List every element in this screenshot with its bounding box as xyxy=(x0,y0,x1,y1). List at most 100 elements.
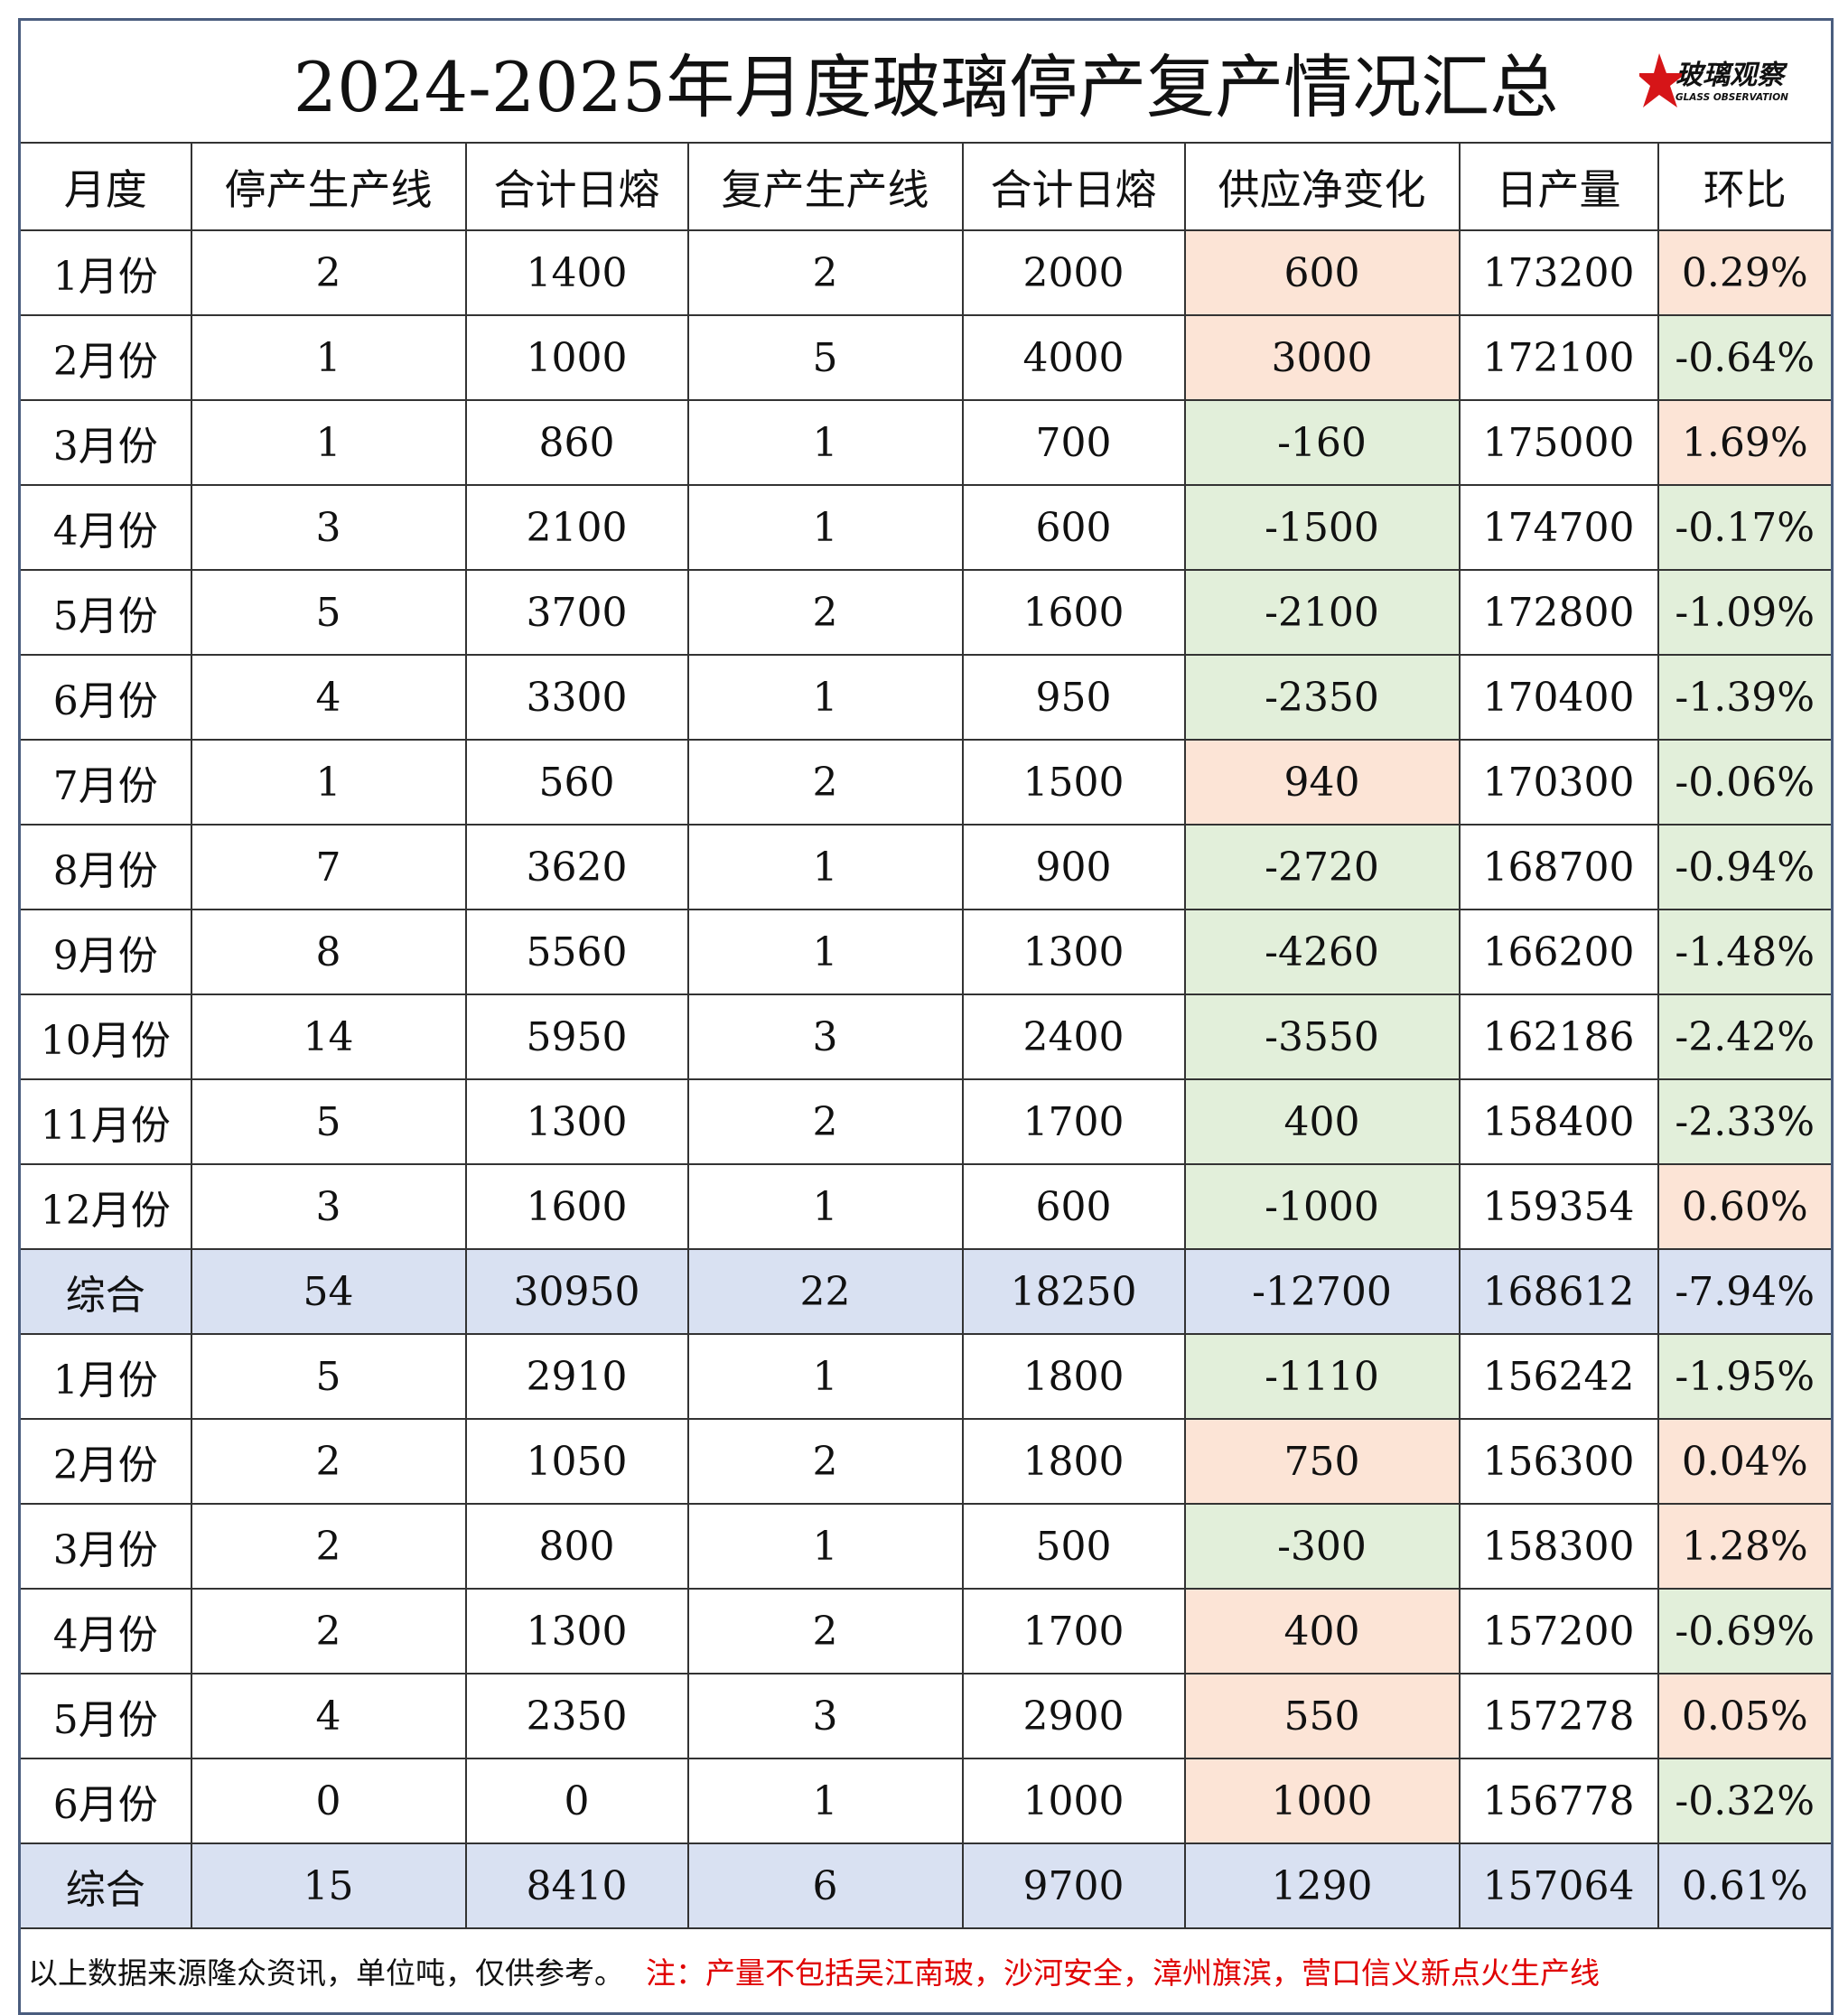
table-cell: 156300 xyxy=(1458,1418,1659,1505)
table-cell: 1 xyxy=(686,399,964,486)
table-cell: 6月份 xyxy=(18,654,192,741)
table-cell: 174700 xyxy=(1458,484,1659,571)
table-cell: 1 xyxy=(686,1333,964,1420)
table-cell: 800 xyxy=(464,1503,689,1590)
table-cell: 1800 xyxy=(961,1418,1186,1505)
title: 2024-2025年月度玻璃停产复产情况汇总 xyxy=(293,47,1559,127)
table-cell: 2 xyxy=(190,1588,467,1675)
logo-name: 玻璃观察 xyxy=(1675,60,1788,91)
table-cell: 1400 xyxy=(464,229,689,316)
table-cell: 157200 xyxy=(1458,1588,1659,1675)
table-cell: 2400 xyxy=(961,994,1186,1080)
table-cell: 5950 xyxy=(464,994,689,1080)
table-cell: 8 xyxy=(190,909,467,995)
table-cell: 30950 xyxy=(464,1248,689,1335)
table-cell: 3 xyxy=(686,994,964,1080)
table-cell: -1.48% xyxy=(1657,909,1834,995)
table-cell: 1 xyxy=(686,1503,964,1590)
table-cell: 2 xyxy=(686,1588,964,1675)
table-cell: 4 xyxy=(190,654,467,741)
table-cell: 4月份 xyxy=(18,1588,192,1675)
table-cell: 15 xyxy=(190,1842,467,1929)
table-cell: 6月份 xyxy=(18,1758,192,1844)
table-cell: 22 xyxy=(686,1248,964,1335)
report: 2024-2025年月度玻璃停产复产情况汇总 玻璃观察 GLASS OBSERV… xyxy=(18,18,1834,2015)
table-cell: 1月份 xyxy=(18,229,192,316)
table-cell: 4000 xyxy=(961,314,1186,401)
table-cell: 5 xyxy=(686,314,964,401)
table-cell: 170400 xyxy=(1458,654,1659,741)
table-cell: 5 xyxy=(190,1078,467,1165)
table-cell: 172100 xyxy=(1458,314,1659,401)
table-cell: -4260 xyxy=(1183,909,1461,995)
column-header: 日产量 xyxy=(1458,142,1659,231)
table-cell: -1000 xyxy=(1183,1163,1461,1250)
table-cell: 2 xyxy=(686,1078,964,1165)
table-cell: -1.39% xyxy=(1657,654,1834,741)
title-row: 2024-2025年月度玻璃停产复产情况汇总 玻璃观察 GLASS OBSERV… xyxy=(18,18,1834,144)
table-cell: 1000 xyxy=(464,314,689,401)
table-cell: 1700 xyxy=(961,1588,1186,1675)
logo-star xyxy=(1639,53,1687,107)
table-cell: 1 xyxy=(190,399,467,486)
table-cell: -2.33% xyxy=(1657,1078,1834,1165)
table-row: 8月份 7 3620 1 900 -2720 168700 -0.94% xyxy=(18,824,1834,910)
table-cell: -1500 xyxy=(1183,484,1461,571)
table-cell: 600 xyxy=(961,1163,1186,1250)
table-cell: 1800 xyxy=(961,1333,1186,1420)
table-row: 3月份 1 860 1 700 -160 175000 1.69% xyxy=(18,399,1834,486)
table-cell: -2.42% xyxy=(1657,994,1834,1080)
table-cell: 4月份 xyxy=(18,484,192,571)
table-row: 9月份 8 5560 1 1300 -4260 166200 -1.48% xyxy=(18,909,1834,995)
table-row: 5月份 5 3700 2 1600 -2100 172800 -1.09% xyxy=(18,569,1834,656)
table-cell: 综合 xyxy=(18,1248,192,1335)
table-cell: 2 xyxy=(686,569,964,656)
table-cell: 54 xyxy=(190,1248,467,1335)
table-cell: 2月份 xyxy=(18,314,192,401)
table-cell: 9700 xyxy=(961,1842,1186,1929)
table-cell: 1 xyxy=(686,824,964,910)
table-cell: 2 xyxy=(686,1418,964,1505)
table-cell: -1110 xyxy=(1183,1333,1461,1420)
table-cell: -1.09% xyxy=(1657,569,1834,656)
table-cell: 8410 xyxy=(464,1842,689,1929)
table-row: 2月份 1 1000 5 4000 3000 172100 -0.64% xyxy=(18,314,1834,401)
table-row: 综合 15 8410 6 9700 1290 157064 0.61% xyxy=(18,1842,1834,1929)
table-cell: 2 xyxy=(190,1418,467,1505)
table-cell: -3550 xyxy=(1183,994,1461,1080)
table-cell: 0.60% xyxy=(1657,1163,1834,1250)
table-cell: 0.29% xyxy=(1657,229,1834,316)
table-cell: 750 xyxy=(1183,1418,1461,1505)
table-cell: 172800 xyxy=(1458,569,1659,656)
table-cell: 157064 xyxy=(1458,1842,1659,1929)
table-row: 10月份 14 5950 3 2400 -3550 162186 -2.42% xyxy=(18,994,1834,1080)
table-cell: 1 xyxy=(686,909,964,995)
table-cell: 175000 xyxy=(1458,399,1659,486)
table-cell: 1700 xyxy=(961,1078,1186,1165)
table-cell: -12700 xyxy=(1183,1248,1461,1335)
table-cell: 2 xyxy=(686,229,964,316)
table-cell: -2350 xyxy=(1183,654,1461,741)
header-row: 月度 停产生产线 合计日熔 复产生产线 合计日熔 供应净变化 日产量 环比 xyxy=(18,142,1834,231)
table-cell: 166200 xyxy=(1458,909,1659,995)
table-cell: 2900 xyxy=(961,1673,1186,1759)
table-cell: 11月份 xyxy=(18,1078,192,1165)
table-cell: 400 xyxy=(1183,1078,1461,1165)
table-cell: 0 xyxy=(464,1758,689,1844)
table-cell: 综合 xyxy=(18,1842,192,1929)
title-cell: 2024-2025年月度玻璃停产复产情况汇总 玻璃观察 GLASS OBSERV… xyxy=(18,18,1834,144)
table-cell: 1 xyxy=(686,654,964,741)
table-cell: 2 xyxy=(190,229,467,316)
table-cell: 5 xyxy=(190,1333,467,1420)
table-cell: 560 xyxy=(464,739,689,826)
column-header: 复产生产线 xyxy=(686,142,964,231)
table-row: 11月份 5 1300 2 1700 400 158400 -2.33% xyxy=(18,1078,1834,1165)
table-cell: 3700 xyxy=(464,569,689,656)
summary-table: 2024-2025年月度玻璃停产复产情况汇总 玻璃观察 GLASS OBSERV… xyxy=(18,18,1834,2015)
table-row: 1月份 5 2910 1 1800 -1110 156242 -1.95% xyxy=(18,1333,1834,1420)
table-cell: 162186 xyxy=(1458,994,1659,1080)
table-cell: 1 xyxy=(686,484,964,571)
table-cell: 1 xyxy=(190,314,467,401)
table-cell: 3 xyxy=(190,1163,467,1250)
